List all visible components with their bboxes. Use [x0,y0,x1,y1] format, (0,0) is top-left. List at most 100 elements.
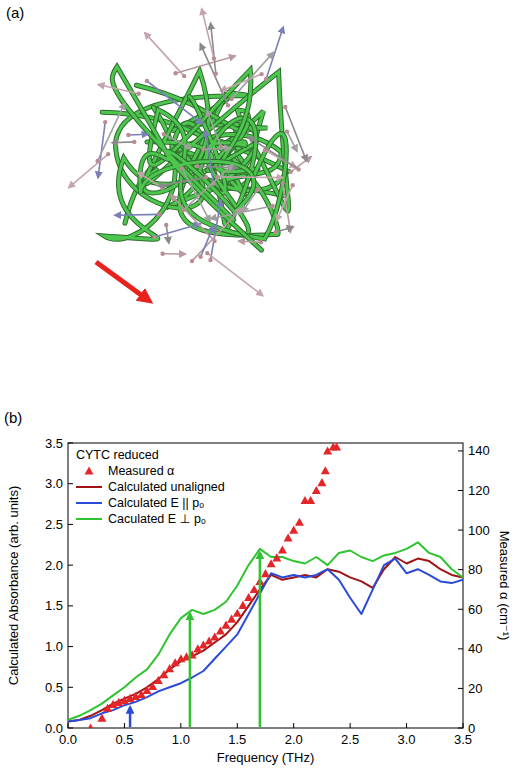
series-line [68,559,463,722]
dipole-arrow [128,133,148,135]
y2-tick [458,609,463,610]
measured-point [332,443,341,451]
y-tick-label: 0.0 [45,721,63,736]
x-tick [237,723,238,728]
atom [152,235,156,239]
atom [285,129,289,133]
panel-label: (a) [6,4,24,21]
y-tick-label: 2.5 [45,517,63,532]
dipole-arrow [176,56,236,73]
dipole-arrow [285,107,306,161]
y-tick-label: 1.0 [45,639,63,654]
ribbon-outline [112,67,261,250]
dipole-arrow [145,33,185,77]
legend-symbol [85,467,94,475]
series-line [68,557,463,722]
y-tick [68,483,73,484]
atom [137,92,141,96]
y2-tick-label: 60 [468,602,482,617]
x-tick [406,723,407,728]
atom [296,167,300,171]
dipole-arrow [182,168,210,221]
legend-label: Measured α [108,464,174,478]
atom [205,251,209,255]
dipole-arrow [207,110,221,147]
atom [255,188,259,192]
plot-frame [68,443,463,728]
atom [180,166,184,170]
legend-symbol [76,486,102,488]
y2-tick [458,450,463,451]
panel-label: (b) [4,409,22,426]
mode-arrow [259,553,262,727]
measured-point [284,534,293,542]
y2-tick-label: 100 [468,523,490,538]
y-tick-label: 2.0 [45,558,63,573]
atom [164,223,168,227]
legend-symbol [76,518,102,520]
x-tick-label: 0.5 [115,732,133,747]
y-tick-label: 3.0 [45,476,63,491]
y2-tick [458,530,463,531]
measured-point [317,478,326,486]
atom [126,133,130,137]
legend-label: Calculated E || pₒ [108,496,204,510]
measured-point [289,526,298,534]
series-line [68,542,463,720]
atom [259,72,263,76]
y2-tick-label: 20 [468,681,482,696]
y2-tick-label: 80 [468,562,482,577]
field-arrow [96,262,148,300]
atom [182,74,186,78]
dipole-arrow [115,214,160,217]
x-tick-label: 2.5 [341,732,359,747]
y2-tick [458,688,463,689]
atom [106,152,110,156]
x-tick-label: 2.0 [285,732,303,747]
atom [230,97,234,101]
dipole-arrow [266,27,283,79]
x-tick [124,723,125,728]
x-tick [350,723,351,728]
measured-point [321,466,330,474]
atom [259,240,263,244]
atom [273,230,277,234]
measured-point [238,601,247,609]
y2-tick-label: 140 [468,443,490,458]
x-tick [293,723,294,728]
dipole-arrow [248,137,298,170]
y-tick [68,605,73,606]
dipole-arrow [207,253,262,296]
y-tick [68,646,73,647]
y-tick-label: 3.5 [45,436,63,451]
y2-tick [458,569,463,570]
atom [181,208,185,212]
page: {"panel_a": {"label": "(a)"}, "chart_dat… [0,0,520,771]
atom [190,259,194,263]
atom [204,175,208,179]
dipole-arrow [98,122,105,178]
y-tick [68,565,73,566]
atom [103,120,107,124]
atom [289,170,293,174]
x-tick-label: 1.0 [172,732,190,747]
dipole-arrow [210,206,272,219]
ribbon [112,67,261,250]
atom [198,255,202,259]
measured-point [97,714,106,722]
measured-point [312,486,321,494]
atom [208,258,212,262]
dipole-arrow [201,225,214,256]
dipole-arrow [112,141,134,143]
dipole-arrow [155,224,201,237]
legend-title: CYTC reduced [76,448,159,462]
dipole-arrow [69,154,109,188]
atom [283,105,287,109]
atom [173,71,177,75]
y-tick [68,524,73,525]
y2-tick-label: 120 [468,483,490,498]
mode-arrow [129,708,132,727]
atom [160,252,164,256]
atom [95,159,99,163]
y-tick [68,687,73,688]
